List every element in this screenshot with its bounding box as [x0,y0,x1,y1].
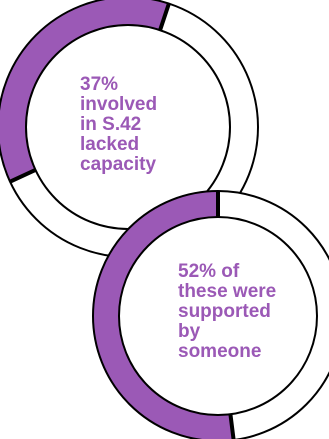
donut-2-label-line: supported [178,301,271,322]
donut-2-value-segment [93,191,234,439]
donut-1-label-line: in S.42 [80,114,142,135]
donut-2-label-line: by [178,321,201,342]
donut-1-label: 37% involved in S.42 lacked capacity [80,75,200,175]
donut-1-divider [158,2,171,31]
donut-2-divider [228,413,236,439]
donut-1-label-line: capacity [80,154,157,175]
donut-2-label: 52% of these were supported by someone [178,262,313,362]
donut-1-value-segment [0,0,169,182]
donut-1-divider [9,168,37,184]
donut-2 [92,190,329,439]
donut-2-label-line: someone [178,341,262,362]
donut-1-label-line: 37% [80,74,119,95]
donut-1-label-line: lacked [80,134,140,155]
donut-2-label-line: 52% of [178,261,240,282]
donut-2-label-line: these were [178,281,277,302]
donut-1-label-line: involved [80,94,158,115]
